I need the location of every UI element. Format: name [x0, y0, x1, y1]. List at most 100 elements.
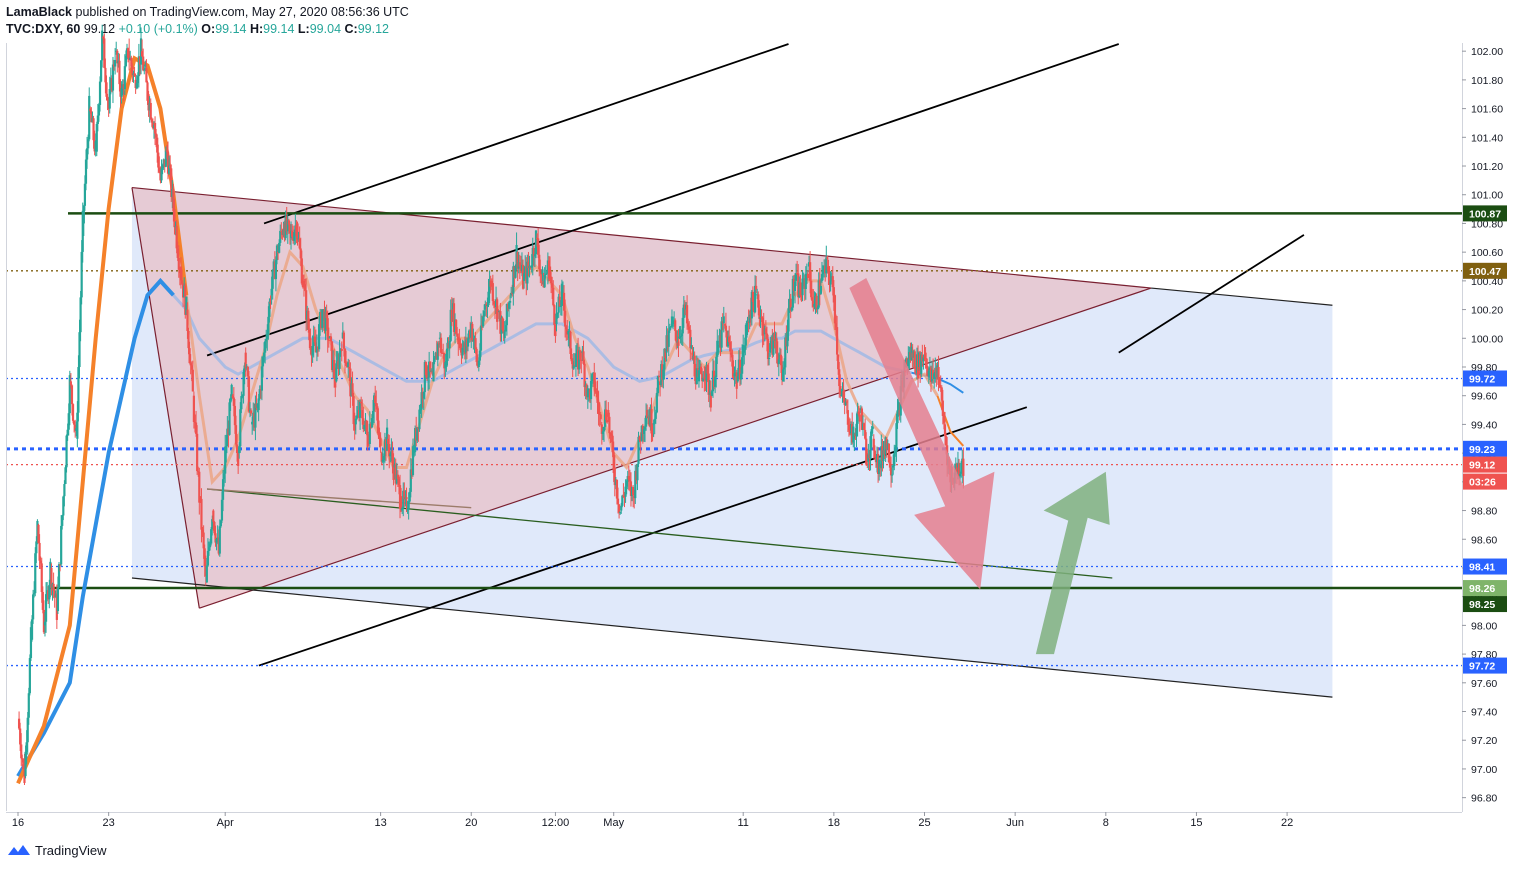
candle-body: [97, 104, 101, 116]
publish-info: published on TradingView.com, May 27, 20…: [75, 5, 409, 19]
price-badge-label: 99.12: [1469, 460, 1495, 472]
tradingview-brand: TradingView: [35, 842, 107, 858]
candle-body: [751, 291, 755, 303]
candle-body: [402, 490, 405, 509]
candle-body: [309, 338, 312, 350]
candle-body: [146, 82, 149, 101]
candle-body: [269, 301, 272, 304]
candle-body: [707, 373, 710, 395]
candle-body: [497, 309, 500, 313]
candle-body: [821, 270, 825, 275]
candle-body: [565, 326, 568, 330]
candle-body: [352, 396, 355, 425]
price-badge: [1463, 596, 1507, 613]
symbol-label[interactable]: TVC:DXY, 60: [6, 22, 81, 36]
candle-body: [613, 467, 616, 486]
candle-body: [503, 331, 506, 339]
right-parallel-line: [1118, 234, 1305, 354]
candle-body: [784, 337, 787, 368]
candle-body: [64, 467, 67, 485]
candle-body: [674, 320, 677, 331]
candle-body: [242, 372, 245, 396]
candle-body: [654, 412, 657, 419]
candle-body: [837, 354, 840, 370]
candle-body: [360, 401, 363, 404]
candle-body: [893, 453, 896, 466]
candle-body: [425, 366, 429, 379]
candle-body: [368, 423, 371, 445]
candle-body: [844, 401, 847, 406]
candle-body: [210, 529, 213, 544]
candle-body: [108, 89, 111, 109]
candle-body: [62, 496, 65, 516]
candle-body: [717, 346, 720, 353]
candle-body: [483, 311, 486, 317]
candle-body: [298, 238, 301, 249]
price-badge-label: 98.26: [1469, 583, 1495, 595]
candle-body: [878, 459, 881, 475]
candle-body: [363, 424, 366, 430]
candle-body: [695, 368, 698, 385]
candle-body: [646, 410, 649, 419]
candle-body: [158, 167, 161, 172]
last-price: 99.12: [83, 22, 116, 36]
candle-body: [265, 338, 268, 342]
candle-body: [32, 594, 35, 620]
candle-body: [333, 360, 336, 379]
candle-body: [475, 348, 478, 362]
candle-body: [662, 369, 665, 380]
candle-body: [221, 479, 225, 500]
candle-body: [199, 496, 202, 499]
candle-body: [180, 280, 184, 284]
candle-body: [201, 529, 204, 533]
candle-body: [104, 67, 107, 83]
candle-body: [825, 257, 828, 274]
candle-body: [186, 309, 189, 331]
candle-body: [218, 526, 221, 554]
candle-body: [847, 424, 851, 431]
candle-body: [889, 467, 893, 476]
candle-body: [101, 30, 104, 61]
candle-body: [504, 325, 507, 332]
candle-body: [750, 291, 753, 319]
publish-line: LamaBlack published on TradingView.com, …: [6, 4, 409, 21]
candle-body: [205, 565, 208, 583]
candle-body: [370, 418, 374, 428]
price-badge-label: 100.87: [1469, 208, 1501, 220]
candle-body: [342, 332, 346, 349]
candle-body: [74, 424, 77, 431]
candle-body: [710, 391, 714, 396]
candle-body: [156, 137, 159, 153]
candle-body: [459, 342, 462, 351]
candle-body: [608, 416, 611, 434]
candle-body: [671, 320, 675, 324]
candle-body: [419, 409, 422, 411]
low-label: L:: [297, 22, 310, 36]
candle-body: [266, 334, 269, 339]
candle-body: [69, 381, 72, 386]
candle-body: [760, 317, 763, 319]
candle-body: [19, 728, 22, 745]
candle-body: [90, 111, 93, 123]
change-value: +0.10 (+0.1%): [118, 22, 198, 36]
candle-body: [324, 311, 327, 331]
candle-body: [617, 504, 621, 513]
candle-body: [937, 366, 940, 385]
author-name[interactable]: LamaBlack: [6, 5, 73, 19]
candle-body: [136, 76, 139, 84]
candle-body: [507, 302, 511, 309]
candle-body: [679, 336, 682, 338]
tradingview-logo[interactable]: TradingView: [7, 842, 107, 858]
candle-body: [891, 474, 894, 476]
candle-body: [177, 257, 180, 270]
candle-body: [411, 446, 415, 476]
candle-body: [223, 473, 226, 480]
candle-body: [214, 533, 217, 543]
candle-body: [258, 389, 261, 399]
candle-body: [446, 342, 449, 362]
price-badge: [1463, 205, 1507, 222]
candle-body: [564, 310, 567, 327]
ohlc-line: TVC:DXY, 60 99.12 +0.10 (+0.1%) O:99.14 …: [6, 21, 409, 38]
candle-body: [800, 295, 803, 301]
